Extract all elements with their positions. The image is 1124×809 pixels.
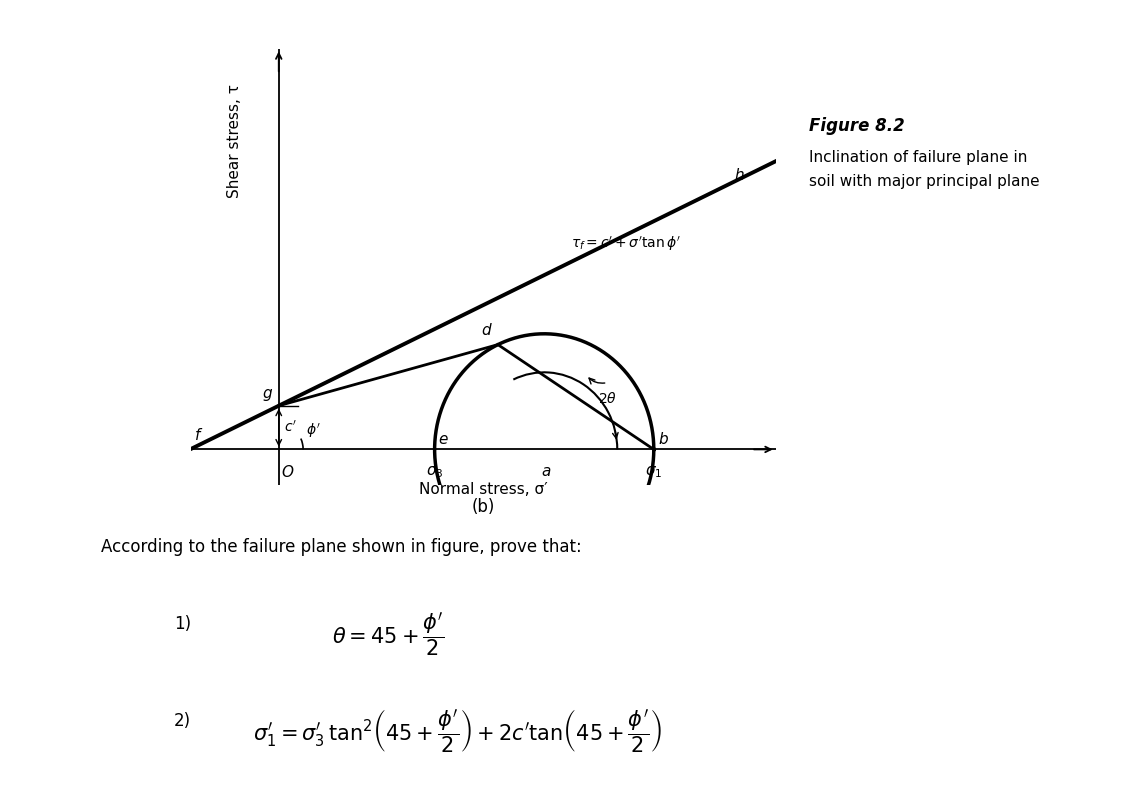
Text: 1): 1) — [174, 615, 191, 633]
Text: (b): (b) — [472, 498, 495, 515]
Text: soil with major principal plane: soil with major principal plane — [809, 174, 1040, 189]
Text: $\sigma_1$: $\sigma_1$ — [645, 464, 662, 480]
Text: $\sigma_3$: $\sigma_3$ — [426, 464, 443, 480]
Text: 2): 2) — [174, 712, 191, 730]
Text: $f$: $f$ — [193, 426, 203, 443]
Text: According to the failure plane shown in figure, prove that:: According to the failure plane shown in … — [101, 538, 582, 556]
Text: $e$: $e$ — [438, 432, 448, 447]
Text: $h$: $h$ — [734, 167, 745, 183]
Text: $b$: $b$ — [658, 431, 669, 447]
Text: $g$: $g$ — [262, 388, 273, 403]
Text: $d$: $d$ — [481, 322, 493, 338]
Text: Normal stress, σ′: Normal stress, σ′ — [419, 482, 547, 497]
Text: $\phi'$: $\phi'$ — [306, 422, 320, 440]
Text: Shear stress, τ: Shear stress, τ — [227, 84, 243, 198]
Text: $c'$: $c'$ — [283, 420, 297, 435]
Text: Figure 8.2: Figure 8.2 — [809, 117, 905, 135]
Text: $\theta = 45 + \dfrac{\phi^{\prime}}{2}$: $\theta = 45 + \dfrac{\phi^{\prime}}{2}$ — [332, 611, 444, 659]
Text: $2\theta$: $2\theta$ — [598, 391, 617, 405]
Text: Inclination of failure plane in: Inclination of failure plane in — [809, 150, 1027, 165]
Text: $O$: $O$ — [281, 464, 294, 480]
Text: $a$: $a$ — [542, 464, 552, 479]
Text: $\tau_f = c' + \sigma' \tan \phi'$: $\tau_f = c' + \sigma' \tan \phi'$ — [571, 235, 681, 253]
Text: $\sigma_1^{\prime} = \sigma_3^{\prime}\,\tan^2\!\left(45 + \dfrac{\phi^{\prime}}: $\sigma_1^{\prime} = \sigma_3^{\prime}\,… — [253, 708, 662, 756]
